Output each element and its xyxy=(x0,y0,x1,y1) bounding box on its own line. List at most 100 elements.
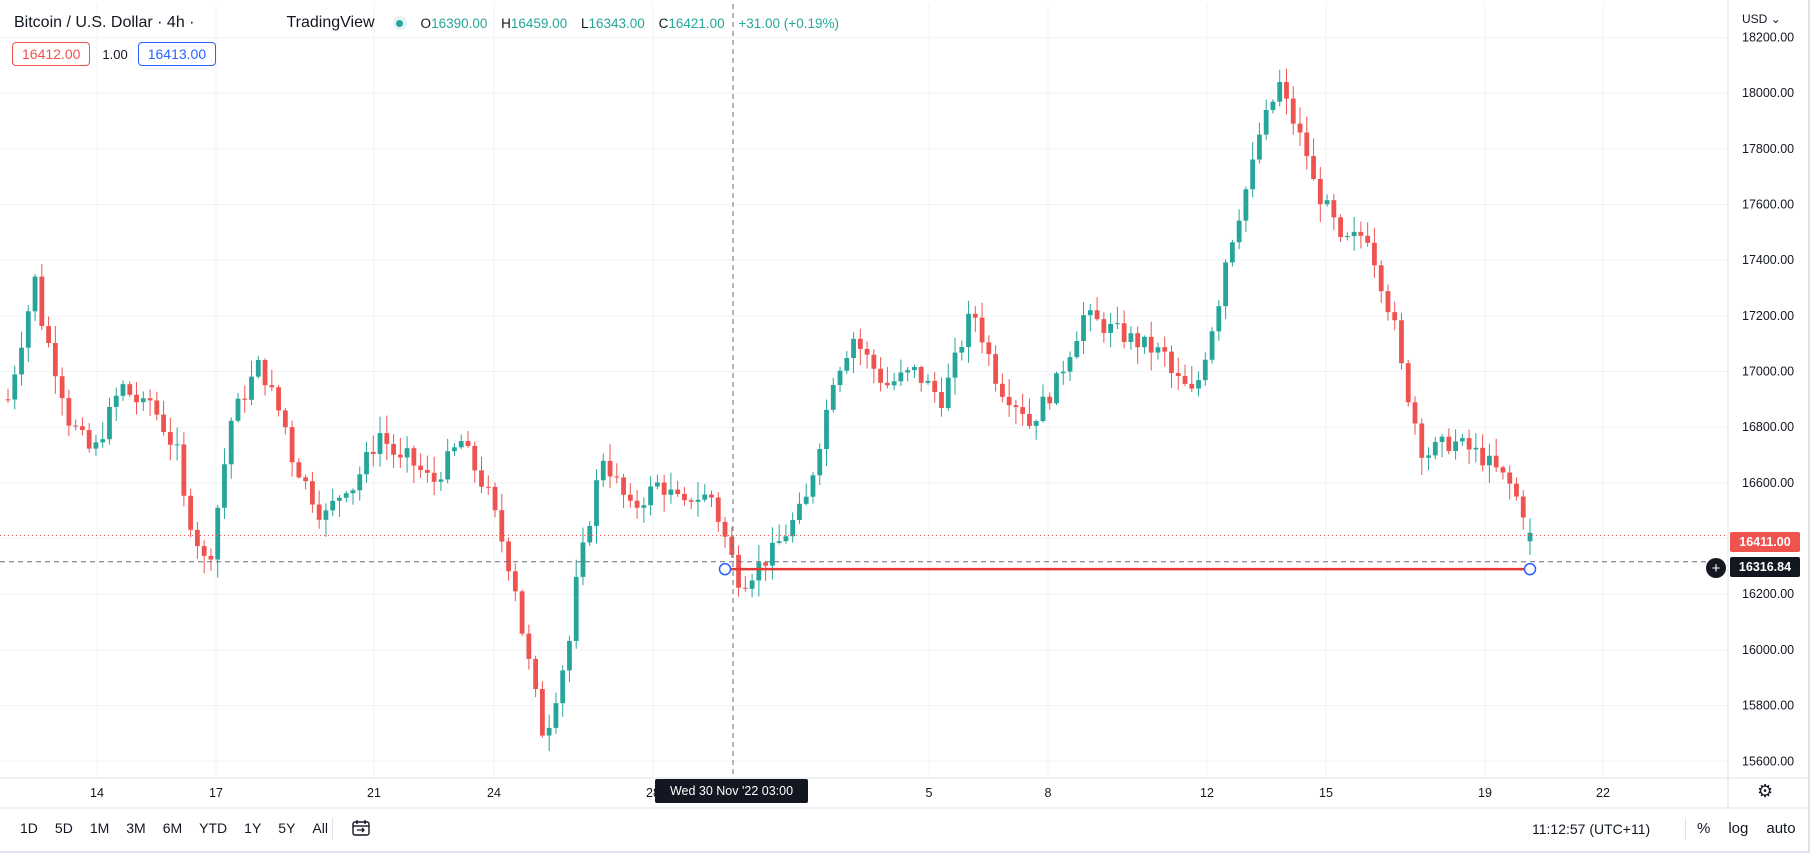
candle-body xyxy=(884,382,890,386)
candle-body xyxy=(1033,421,1039,426)
range-5y-button[interactable]: 5Y xyxy=(278,820,296,836)
candle-body xyxy=(5,399,11,401)
candle-body xyxy=(80,426,85,431)
candle-body xyxy=(107,406,112,440)
candle-body xyxy=(905,370,911,373)
candle-body xyxy=(397,454,403,458)
price-tick-label: 16200.00 xyxy=(1742,587,1794,601)
candle-body xyxy=(587,525,593,543)
candle-body xyxy=(161,414,166,433)
candle-body xyxy=(1270,101,1276,110)
candle-body xyxy=(539,689,545,736)
range-ytd-button[interactable]: YTD xyxy=(199,820,228,836)
candle-body xyxy=(1020,407,1026,414)
candle-body xyxy=(113,395,119,407)
date-tick-label: 12 xyxy=(1200,786,1214,800)
candle-body xyxy=(1182,375,1188,384)
candle-body xyxy=(817,449,823,476)
candle-body xyxy=(364,451,369,475)
candle-body xyxy=(1365,235,1371,243)
candle-body xyxy=(1209,331,1215,360)
quantity-value[interactable]: 1.00 xyxy=(102,46,128,62)
price-tick-label: 17000.00 xyxy=(1742,365,1794,379)
currency-selector[interactable]: USD ⌄ xyxy=(1742,12,1781,26)
clock-timezone[interactable]: 11:12:57 (UTC+11) xyxy=(1532,821,1651,837)
ohlc-values: O16390.00 H16459.00 L16343.00 C16421.00 … xyxy=(420,15,839,31)
buy-button[interactable]: 16413.00 xyxy=(137,42,217,66)
candle-body xyxy=(52,342,58,377)
candle-body xyxy=(695,499,701,502)
range-3m-button[interactable]: 3M xyxy=(126,820,146,836)
range-all-button[interactable]: All xyxy=(312,820,328,836)
crosshair-price-label: 16316.84 xyxy=(1730,557,1800,577)
candle-body xyxy=(357,474,363,491)
crosshair-time-label: Wed 30 Nov '22 03:00 xyxy=(655,779,808,803)
candle-body xyxy=(201,546,207,556)
bottom-toolbar: 1D 5D 1M 3M 6M YTD 1Y 5Y All 11:12:57 (U… xyxy=(0,808,1808,851)
candle-body xyxy=(1311,156,1316,180)
candle-body xyxy=(485,486,491,488)
auto-scale-button[interactable]: auto xyxy=(1766,820,1796,837)
candle-body xyxy=(418,465,424,470)
chart-legend: Bitcoin / U.S. Dollar · 4h · TradingView… xyxy=(14,14,839,32)
candle-body xyxy=(1412,402,1418,424)
candle-body xyxy=(871,354,877,369)
candle-body xyxy=(452,447,457,452)
candle-body xyxy=(1385,291,1391,313)
scale-options: % log auto xyxy=(1697,820,1810,837)
candle-body xyxy=(391,443,396,455)
range-1m-button[interactable]: 1M xyxy=(89,820,110,836)
log-scale-button[interactable]: log xyxy=(1728,820,1749,837)
date-range-icon[interactable] xyxy=(350,817,372,839)
candle-body xyxy=(1054,373,1059,404)
range-1y-button[interactable]: 1Y xyxy=(244,820,262,836)
candle-body xyxy=(1500,467,1506,473)
candle-body xyxy=(1155,347,1161,353)
candle-body xyxy=(1087,310,1093,316)
candle-body xyxy=(1520,496,1526,518)
candle-body xyxy=(1284,82,1289,99)
candle-body xyxy=(634,500,640,508)
candle-body xyxy=(1432,441,1438,456)
date-tick-label: 5 xyxy=(926,786,933,800)
candle-body xyxy=(972,313,978,318)
candle-body xyxy=(310,481,315,505)
candle-body xyxy=(12,374,18,400)
candle-body xyxy=(932,380,938,393)
market-status-icon[interactable] xyxy=(392,16,407,30)
candle-body xyxy=(222,464,227,508)
candle-body xyxy=(1459,438,1465,442)
add-plus-icon[interactable]: + xyxy=(1706,558,1726,578)
candle-body xyxy=(1229,242,1235,263)
date-tick-label: 14 xyxy=(90,786,104,800)
candle-body xyxy=(431,472,437,482)
candle-body xyxy=(580,542,586,577)
percent-scale-button[interactable]: % xyxy=(1697,820,1711,837)
candle-body xyxy=(546,727,552,736)
range-1d-button[interactable]: 1D xyxy=(20,820,38,836)
symbol-title[interactable]: Bitcoin / U.S. Dollar · 4h · xyxy=(14,14,195,31)
candle-body xyxy=(296,462,302,478)
candle-body xyxy=(472,445,478,471)
candle-body xyxy=(1027,413,1032,426)
candle-body xyxy=(195,529,200,547)
candle-body xyxy=(404,448,410,458)
candle-body xyxy=(19,347,24,375)
range-5d-button[interactable]: 5D xyxy=(54,820,73,836)
candle-body xyxy=(411,448,417,466)
candle-body xyxy=(729,536,735,555)
candle-body xyxy=(925,380,931,383)
gear-icon[interactable]: ⚙ xyxy=(1757,781,1774,801)
range-6m-button[interactable]: 6M xyxy=(162,820,183,836)
candle-body xyxy=(1527,532,1533,542)
candle-body xyxy=(864,348,870,355)
candle-body xyxy=(228,420,234,465)
candle-body xyxy=(526,633,532,659)
candle-body xyxy=(1135,333,1141,348)
candle-body xyxy=(803,496,809,504)
candle-body xyxy=(654,482,660,487)
axes: 15600.0015800.0016000.0016200.0016400.00… xyxy=(0,0,1808,809)
candle-body xyxy=(479,470,484,487)
sell-button[interactable]: 16412.00 xyxy=(12,42,91,66)
